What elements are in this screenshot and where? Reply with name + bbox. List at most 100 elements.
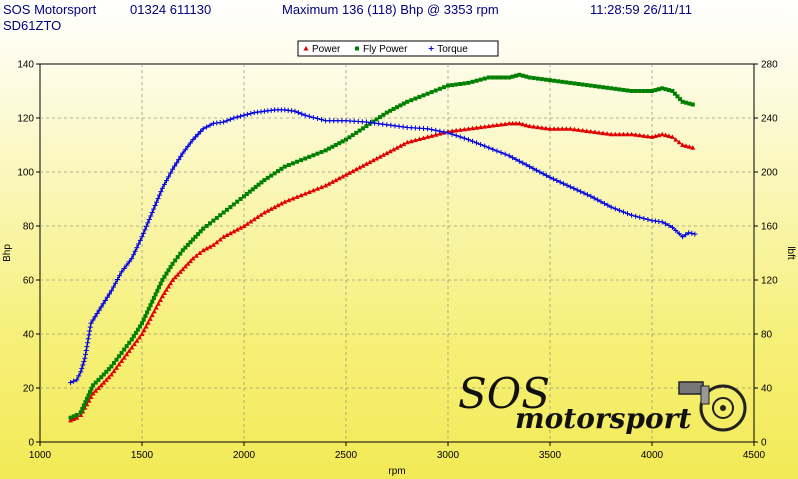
data-point xyxy=(588,193,594,199)
data-point xyxy=(617,87,622,92)
data-point xyxy=(134,245,140,251)
data-point xyxy=(384,122,390,128)
data-point xyxy=(93,380,98,385)
data-point xyxy=(361,126,365,131)
data-point xyxy=(310,114,316,120)
data-point xyxy=(82,355,88,361)
data-point xyxy=(121,266,127,272)
data-point xyxy=(641,89,646,93)
data-point xyxy=(302,112,308,118)
data-point xyxy=(182,264,188,269)
data-point xyxy=(306,189,312,194)
data-point xyxy=(172,163,178,169)
data-point xyxy=(90,390,96,396)
data-point xyxy=(193,134,199,140)
data-point xyxy=(520,121,526,127)
data-point xyxy=(164,271,169,276)
data-point xyxy=(660,86,665,91)
data-point xyxy=(185,261,191,266)
data-point xyxy=(563,126,569,131)
data-point xyxy=(234,114,240,120)
y2-tick-label: 280 xyxy=(761,60,778,71)
data-point xyxy=(425,91,430,96)
data-point xyxy=(474,125,480,130)
data-point xyxy=(588,83,593,88)
data-point xyxy=(182,147,188,153)
data-point xyxy=(584,128,590,133)
data-point xyxy=(98,382,104,388)
data-point xyxy=(645,89,650,93)
data-point xyxy=(367,159,373,165)
data-point xyxy=(131,334,136,339)
data-point xyxy=(87,390,92,395)
data-point xyxy=(689,230,695,236)
data-point xyxy=(178,251,183,256)
y-tick-label: 60 xyxy=(23,276,35,287)
y2-tick-label: 40 xyxy=(761,384,773,395)
data-point xyxy=(340,139,345,144)
data-point xyxy=(535,76,540,81)
data-point xyxy=(161,290,167,295)
data-point xyxy=(537,169,543,175)
legend-label: Torque xyxy=(437,44,468,55)
data-point xyxy=(143,314,148,318)
data-point xyxy=(168,280,174,286)
data-point xyxy=(110,284,116,290)
data-point xyxy=(168,265,173,270)
data-point xyxy=(251,216,257,222)
data-point xyxy=(158,189,164,195)
data-point xyxy=(645,217,651,223)
data-point xyxy=(299,111,305,117)
data-point xyxy=(516,120,522,126)
data-point xyxy=(306,113,312,119)
data-point xyxy=(68,415,73,420)
data-point xyxy=(180,150,186,156)
data-point xyxy=(248,111,254,116)
data-point xyxy=(533,167,539,173)
data-point xyxy=(178,153,184,159)
data-point xyxy=(551,126,557,131)
data-point xyxy=(224,118,230,124)
data-point xyxy=(100,301,106,307)
data-point xyxy=(265,175,270,180)
data-point xyxy=(151,296,156,300)
data-point xyxy=(572,81,577,86)
data-point xyxy=(290,161,295,166)
data-point xyxy=(74,413,79,417)
data-point xyxy=(374,117,379,122)
data-point xyxy=(629,131,635,137)
data-point xyxy=(241,223,247,228)
data-point xyxy=(314,186,320,191)
data-point xyxy=(159,293,165,299)
data-point xyxy=(637,214,643,220)
data-point xyxy=(103,377,109,382)
data-point xyxy=(645,133,651,139)
data-point xyxy=(137,237,143,243)
data-point xyxy=(683,143,689,148)
data-point xyxy=(494,148,500,154)
data-point xyxy=(374,156,380,161)
data-point xyxy=(568,80,573,85)
data-point xyxy=(142,227,148,233)
data-point xyxy=(441,129,447,135)
data-point xyxy=(516,158,522,164)
data-point xyxy=(159,185,165,191)
data-point xyxy=(163,287,169,292)
data-point xyxy=(592,84,597,89)
data-point xyxy=(421,93,426,98)
data-point xyxy=(650,89,654,93)
data-point xyxy=(392,123,398,129)
data-point xyxy=(68,417,74,423)
data-point xyxy=(143,223,149,229)
data-point xyxy=(453,127,459,133)
data-point xyxy=(401,101,406,106)
data-point xyxy=(571,185,577,191)
data-point xyxy=(527,164,533,170)
data-point xyxy=(145,220,151,226)
data-point xyxy=(141,327,147,333)
data-point xyxy=(437,86,442,91)
data-point xyxy=(449,128,455,133)
data-point xyxy=(94,310,100,316)
data-point xyxy=(92,314,98,320)
data-point xyxy=(221,119,227,125)
